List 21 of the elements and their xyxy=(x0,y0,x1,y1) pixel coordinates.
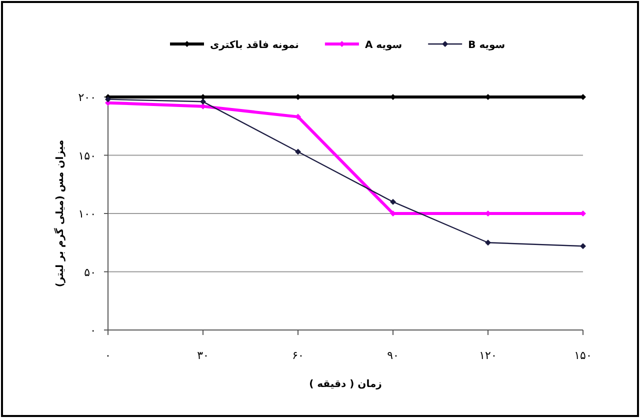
y-tick-label: ۰ xyxy=(90,324,96,337)
y-tick-label: ۵۰ xyxy=(84,266,96,279)
y-axis-title: میزان مس (میلی گرم بر لیتر) xyxy=(53,140,66,288)
y-tick-label: ۱۰۰ xyxy=(78,208,96,220)
point xyxy=(200,98,206,105)
x-axis-title: زمان ( دقیقه ) xyxy=(309,379,382,390)
y-tick-label: ۲۰۰ xyxy=(78,91,96,104)
point xyxy=(485,240,491,246)
point xyxy=(295,148,301,155)
x-tick-label: ۱۲۰ xyxy=(479,349,497,362)
point xyxy=(580,243,586,250)
y-tick-label: ۱۵۰ xyxy=(78,149,96,162)
legend-label: سویه A xyxy=(364,40,402,51)
x-tick-label: ۱۵۰ xyxy=(574,349,592,362)
point xyxy=(390,198,396,205)
x-tick-label: ۹۰ xyxy=(387,349,399,362)
legend-label: سویه B xyxy=(468,40,506,51)
x-tick-label: ۶۰ xyxy=(292,349,304,362)
x-tick-label: ۰ xyxy=(105,349,111,362)
x-tick-label: ۳۰ xyxy=(197,349,209,362)
legend-label: نمونه فاقد باکتری xyxy=(210,40,299,51)
